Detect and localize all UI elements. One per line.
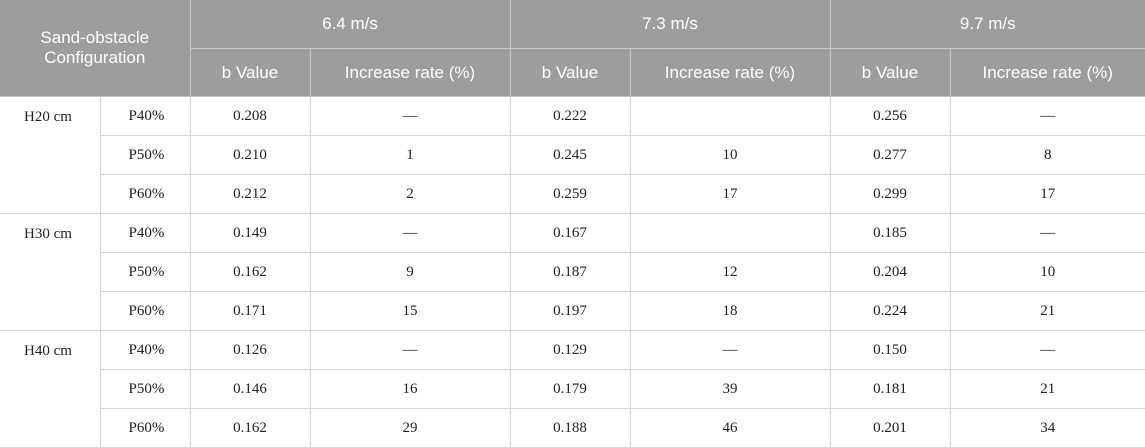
- table-row: P60% 0.171 15 0.197 18 0.224 21: [0, 291, 1145, 331]
- porosity-cell: P50%: [100, 135, 191, 175]
- b-value-cell: 0.146: [190, 369, 311, 409]
- increase-rate-cell: 39: [630, 369, 831, 409]
- height-cell: H30 cm: [0, 213, 101, 331]
- table-row: H20 cm P40% 0.208—0.222 0.256—: [0, 96, 1145, 214]
- b-value-cell: 0.187: [510, 252, 631, 292]
- increase-rate-cell: 9: [310, 252, 511, 292]
- b-value-cell: 0.185: [830, 213, 951, 253]
- table-body: H20 cm P40% 0.208—0.222 0.256— P50% 0.210 1 0.2…: [0, 96, 1145, 448]
- increase-rate-cell: [630, 96, 831, 136]
- b-value-header: b Value: [830, 48, 951, 97]
- increase-rate-cell: 8: [950, 135, 1145, 175]
- increase-rate-cell: 12: [630, 252, 831, 292]
- b-value-cell: 0.224: [830, 291, 951, 331]
- b-value-cell: 0.245: [510, 135, 631, 175]
- table-row: P50% 0.210 1 0.245 10 0.277 8: [0, 135, 1145, 175]
- b-value-cell: 0.208: [190, 96, 311, 136]
- increase-rate-cell: 1: [310, 135, 511, 175]
- speed-header-3: 9.7 m/s: [830, 0, 1145, 49]
- table-row: P50% 0.162 9 0.187 12 0.204 10: [0, 252, 1145, 292]
- porosity-cell: P40%: [100, 213, 191, 253]
- b-value-cell: 0.222: [510, 96, 631, 136]
- increase-rate-cell: —: [310, 330, 511, 370]
- height-cell: H20 cm: [0, 96, 101, 214]
- increase-rate-cell: 10: [630, 135, 831, 175]
- increase-rate-cell: 10: [950, 252, 1145, 292]
- increase-rate-cell: —: [950, 96, 1145, 136]
- increase-rate-cell: —: [950, 330, 1145, 370]
- increase-rate-header: Increase rate (%): [310, 48, 511, 97]
- increase-rate-cell: 21: [950, 291, 1145, 331]
- table-row: H30 cm P40% 0.149—0.167 0.185—: [0, 213, 1145, 331]
- increase-rate-cell: 17: [630, 174, 831, 214]
- b-value-cell: 0.277: [830, 135, 951, 175]
- b-value-cell: 0.256: [830, 96, 951, 136]
- increase-rate-cell: 17: [950, 174, 1145, 214]
- b-value-cell: 0.126: [190, 330, 311, 370]
- b-value-cell: 0.179: [510, 369, 631, 409]
- b-value-cell: 0.259: [510, 174, 631, 214]
- increase-rate-cell: 2: [310, 174, 511, 214]
- increase-rate-cell: —: [310, 213, 511, 253]
- increase-rate-header: Increase rate (%): [950, 48, 1145, 97]
- porosity-cell: P40%: [100, 96, 191, 136]
- table-row: H40 cm P40% 0.126—0.129—0.150—: [0, 330, 1145, 448]
- increase-rate-header: Increase rate (%): [630, 48, 831, 97]
- porosity-cell: P60%: [100, 291, 191, 331]
- b-value-cell: 0.181: [830, 369, 951, 409]
- increase-rate-cell: 21: [950, 369, 1145, 409]
- table-header: Sand-obstacle Configuration 6.4 m/s 7.3 …: [0, 0, 1145, 97]
- b-value-cell: 0.197: [510, 291, 631, 331]
- porosity-cell: P60%: [100, 408, 191, 448]
- b-value-cell: 0.299: [830, 174, 951, 214]
- increase-rate-cell: [630, 213, 831, 253]
- b-value-cell: 0.212: [190, 174, 311, 214]
- b-value-cell: 0.171: [190, 291, 311, 331]
- b-value-cell: 0.210: [190, 135, 311, 175]
- config-header: Sand-obstacle Configuration: [0, 0, 191, 97]
- increase-rate-cell: 15: [310, 291, 511, 331]
- increase-rate-cell: 16: [310, 369, 511, 409]
- table-row: P50% 0.146 16 0.179 39 0.181 21: [0, 369, 1145, 409]
- increase-rate-cell: —: [630, 330, 831, 370]
- speed-header-1: 6.4 m/s: [190, 0, 511, 49]
- increase-rate-cell: —: [950, 213, 1145, 253]
- porosity-cell: P60%: [100, 174, 191, 214]
- porosity-cell: P50%: [100, 369, 191, 409]
- b-value-header: b Value: [510, 48, 631, 97]
- b-value-cell: 0.167: [510, 213, 631, 253]
- b-value-cell: 0.204: [830, 252, 951, 292]
- b-value-cell: 0.162: [190, 252, 311, 292]
- b-value-cell: 0.162: [190, 408, 311, 448]
- table-row: P60% 0.212 2 0.259 17 0.299 17: [0, 174, 1145, 214]
- b-value-cell: 0.201: [830, 408, 951, 448]
- increase-rate-cell: —: [310, 96, 511, 136]
- porosity-cell: P40%: [100, 330, 191, 370]
- increase-rate-cell: 18: [630, 291, 831, 331]
- b-value-cell: 0.150: [830, 330, 951, 370]
- b-value-header: b Value: [190, 48, 311, 97]
- height-cell: H40 cm: [0, 330, 101, 448]
- b-value-cell: 0.129: [510, 330, 631, 370]
- speed-header-2: 7.3 m/s: [510, 0, 831, 49]
- porosity-cell: P50%: [100, 252, 191, 292]
- b-value-cell: 0.149: [190, 213, 311, 253]
